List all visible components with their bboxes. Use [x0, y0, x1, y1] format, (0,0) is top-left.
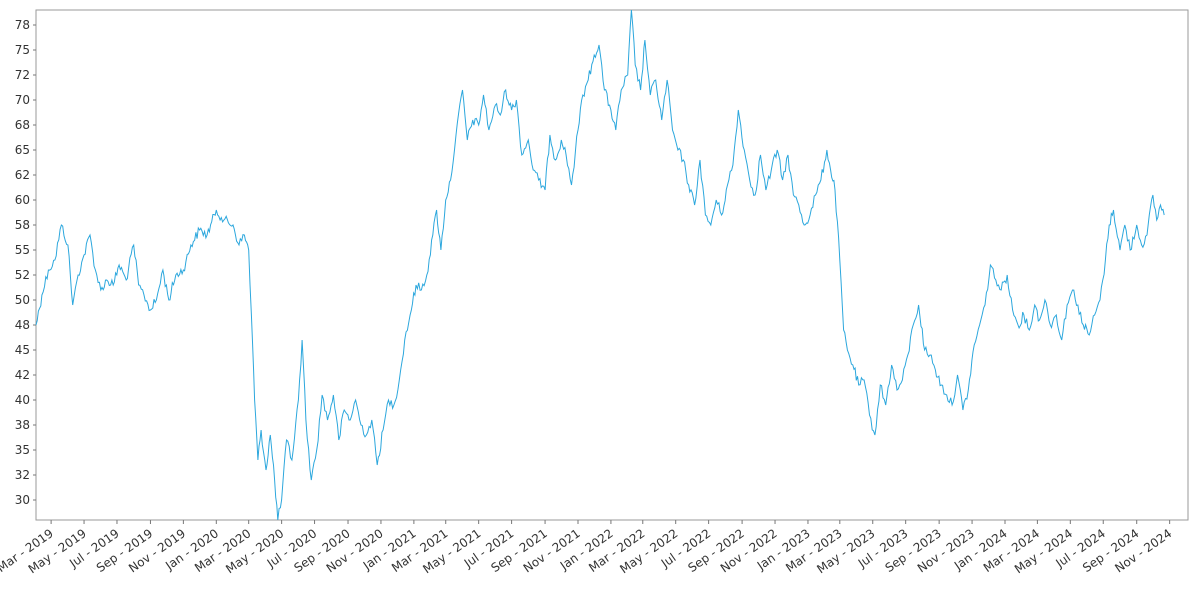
plot-area [35, 9, 1189, 521]
y-axis: 30 32 35 38 40 42 45 48 50 52 55 58 60 62 65 68 70 72 75 78 [15, 18, 36, 507]
y-tick-label: 30 [15, 493, 30, 507]
y-tick-label: 68 [15, 118, 30, 132]
y-tick-label: 65 [15, 143, 30, 157]
y-tick-label: 60 [15, 193, 30, 207]
y-tick-label: 32 [15, 468, 30, 482]
y-tick-label: 42 [15, 368, 30, 382]
y-tick-label: 40 [15, 393, 30, 407]
y-tick-label: 75 [15, 43, 30, 57]
y-tick-label: 78 [15, 18, 30, 32]
y-tick-label: 72 [15, 68, 30, 82]
y-tick-label: 58 [15, 218, 30, 232]
y-tick-label: 70 [15, 93, 30, 107]
y-tick-label: 38 [15, 418, 30, 432]
y-tick-label: 62 [15, 168, 30, 182]
y-tick-label: 48 [15, 318, 30, 332]
y-tick-label: 52 [15, 268, 30, 282]
y-tick-label: 35 [15, 443, 30, 457]
y-tick-label: 50 [15, 293, 30, 307]
y-tick-label: 45 [15, 343, 30, 357]
y-tick-label: 55 [15, 243, 30, 257]
price-series-line [35, 9, 1165, 521]
